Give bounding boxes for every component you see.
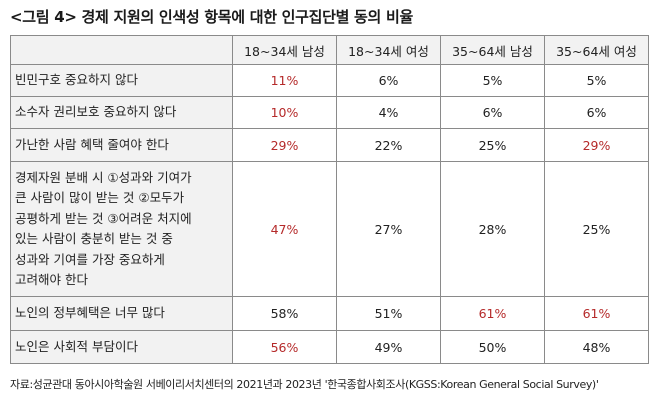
figure-title: <그림 4> 경제 지원의 인색성 항목에 대한 인구집단별 동의 비율 <box>10 8 413 26</box>
value-cell: 61% <box>440 296 545 331</box>
column-header: 35~64세 여성 <box>544 35 649 65</box>
value-cell: 4% <box>336 96 441 129</box>
table-row: 빈민구호 중요하지 않다 11% 6% 5% 5% <box>10 64 649 97</box>
value-cell: 6% <box>440 96 545 129</box>
value-cell: 56% <box>232 330 337 364</box>
header-row: 18~34세 남성 18~34세 여성 35~64세 남성 35~64세 여성 <box>10 35 649 65</box>
row-label: 노인의 정부혜택은 너무 많다 <box>10 296 233 331</box>
column-header: 18~34세 남성 <box>232 35 337 65</box>
row-label: 경제자원 분배 시 ①성과와 기여가 큰 사람이 많이 받는 것 ②모두가 공평… <box>10 161 233 297</box>
column-header: 18~34세 여성 <box>336 35 441 65</box>
value-cell: 11% <box>232 64 337 97</box>
value-cell: 48% <box>544 330 649 364</box>
value-cell: 29% <box>544 128 649 162</box>
value-cell: 27% <box>336 161 441 297</box>
value-cell: 6% <box>336 64 441 97</box>
value-cell: 51% <box>336 296 441 331</box>
row-label: 가난한 사람 혜택 줄여야 한다 <box>10 128 233 162</box>
value-cell: 61% <box>544 296 649 331</box>
row-label: 빈민구호 중요하지 않다 <box>10 64 233 97</box>
value-cell: 47% <box>232 161 337 297</box>
table-row: 경제자원 분배 시 ①성과와 기여가 큰 사람이 많이 받는 것 ②모두가 공평… <box>10 161 649 297</box>
value-cell: 22% <box>336 128 441 162</box>
table-row: 소수자 권리보호 중요하지 않다 10% 4% 6% 6% <box>10 96 649 129</box>
source-note: 자료:성균관대 동아시아학술원 서베이리서치센터의 2021년과 2023년 '… <box>10 378 599 391</box>
value-cell: 29% <box>232 128 337 162</box>
value-cell: 25% <box>440 128 545 162</box>
value-cell: 5% <box>440 64 545 97</box>
value-cell: 28% <box>440 161 545 297</box>
row-label: 노인은 사회적 부담이다 <box>10 330 233 364</box>
table-row: 가난한 사람 혜택 줄여야 한다 29% 22% 25% 29% <box>10 128 649 162</box>
value-cell: 58% <box>232 296 337 331</box>
data-table: 18~34세 남성 18~34세 여성 35~64세 남성 35~64세 여성 … <box>10 35 649 364</box>
table-row: 노인의 정부혜택은 너무 많다 58% 51% 61% 61% <box>10 296 649 331</box>
value-cell: 25% <box>544 161 649 297</box>
value-cell: 49% <box>336 330 441 364</box>
table-row: 노인은 사회적 부담이다 56% 49% 50% 48% <box>10 330 649 364</box>
header-blank-cell <box>10 35 233 65</box>
value-cell: 5% <box>544 64 649 97</box>
value-cell: 50% <box>440 330 545 364</box>
column-header: 35~64세 남성 <box>440 35 545 65</box>
row-label: 소수자 권리보호 중요하지 않다 <box>10 96 233 129</box>
value-cell: 10% <box>232 96 337 129</box>
value-cell: 6% <box>544 96 649 129</box>
